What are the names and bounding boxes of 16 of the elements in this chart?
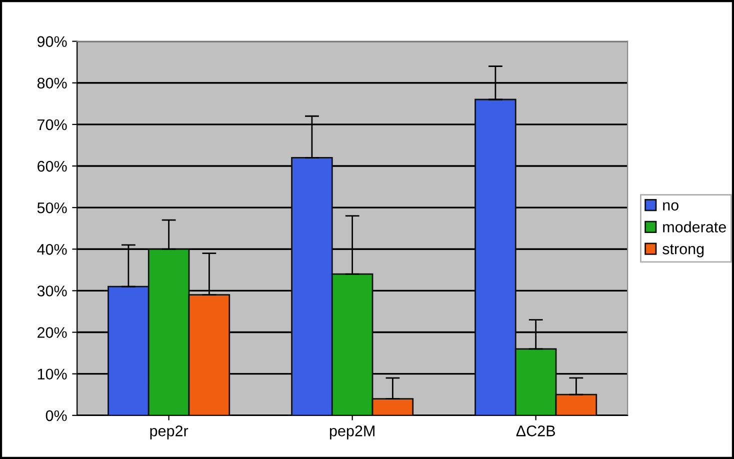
x-tick-label: pep2M [330, 426, 374, 440]
y-tick-label: 10% [38, 368, 67, 380]
y-tick-label: 40% [37, 244, 67, 255]
y-tick-label: 0% [46, 410, 67, 422]
x-tick-label: ΔC2B [516, 426, 555, 436]
y-tick-label: 60% [38, 160, 67, 172]
legend-label: moderate [663, 221, 726, 232]
y-tick-label: 80% [37, 78, 67, 89]
y-tick-label: 30% [37, 286, 67, 296]
y-tick-label: 90% [37, 36, 67, 47]
y-tick-label: 50% [37, 202, 67, 214]
x-tick-label: pep2r [150, 426, 188, 440]
legend-label: no [663, 202, 678, 211]
y-tick-label: 70% [38, 119, 67, 130]
legend-label: strong [662, 244, 704, 258]
y-tick-label: 20% [38, 327, 67, 338]
